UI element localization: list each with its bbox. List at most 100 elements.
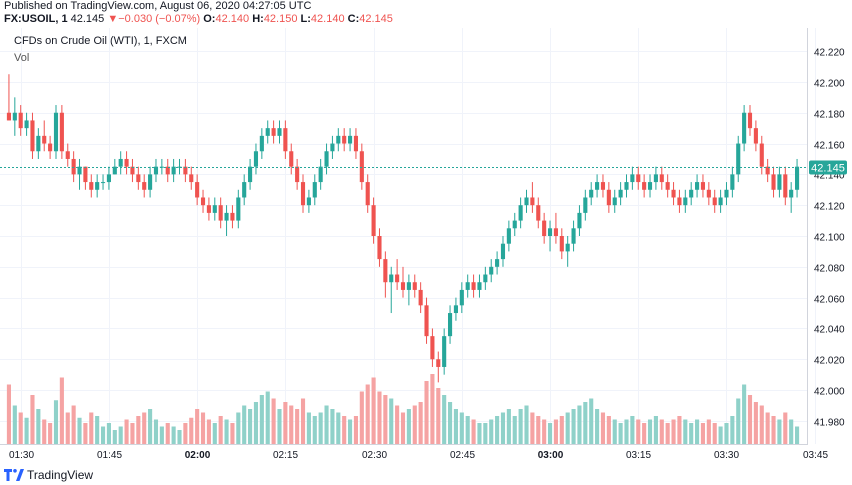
volume-bar bbox=[12, 405, 17, 444]
candle-body bbox=[336, 135, 341, 144]
volume-bar bbox=[477, 423, 482, 444]
volume-bar bbox=[342, 416, 347, 444]
candle-body bbox=[277, 128, 282, 136]
candle-body bbox=[671, 189, 676, 198]
volume-bar bbox=[230, 423, 235, 444]
candle-body bbox=[453, 305, 458, 314]
volume-bar bbox=[530, 412, 535, 444]
volume-bar bbox=[89, 412, 94, 444]
time-axis[interactable]: 01:30 01:45 02:00 02:15 02:30 02:45 03:00 03:15… bbox=[9, 450, 852, 461]
volume-bar bbox=[383, 395, 388, 444]
footer-brand[interactable]: TradingView bbox=[4, 468, 93, 482]
volume-bar bbox=[324, 405, 329, 444]
volume-bar bbox=[24, 417, 29, 444]
volume-bar bbox=[783, 412, 788, 444]
volume-bar bbox=[377, 391, 382, 444]
volume-bar bbox=[206, 419, 211, 444]
candle-body bbox=[153, 166, 159, 175]
candle-body bbox=[130, 166, 135, 175]
candle-body bbox=[253, 151, 259, 167]
volume-bar bbox=[642, 423, 647, 444]
volume-bar bbox=[248, 409, 253, 444]
candle-body bbox=[48, 143, 53, 152]
candle-body bbox=[436, 359, 441, 367]
volume-bar bbox=[436, 388, 441, 444]
candle-body bbox=[695, 182, 700, 190]
volume-bar bbox=[700, 423, 706, 444]
volume-bar bbox=[289, 405, 294, 444]
symbol-label[interactable]: FX:USOIL, 1 bbox=[4, 13, 68, 25]
candle-body bbox=[148, 174, 153, 190]
volume-bar bbox=[348, 419, 353, 444]
volume-bar bbox=[353, 416, 359, 444]
time-tick-label: 02:45 bbox=[450, 450, 475, 461]
volume-bar bbox=[265, 391, 270, 444]
candle-body bbox=[547, 228, 553, 236]
candle-body bbox=[289, 151, 294, 167]
candle-body bbox=[42, 135, 47, 144]
price-tick-label: 42.080 bbox=[814, 264, 845, 275]
open-value: 42.140 bbox=[215, 13, 250, 25]
candle-body bbox=[447, 313, 453, 337]
time-tick-label: 03:30 bbox=[714, 450, 739, 461]
candle-body bbox=[777, 174, 782, 190]
volume-bar bbox=[130, 423, 135, 444]
candle-body bbox=[577, 212, 582, 229]
volume-bar bbox=[571, 409, 576, 444]
volume-bar bbox=[795, 426, 800, 444]
candle-body bbox=[542, 220, 547, 236]
volume-bar bbox=[53, 400, 59, 444]
candle-body bbox=[759, 143, 764, 167]
price-tick-label: 42.000 bbox=[814, 387, 845, 398]
candle-body bbox=[689, 189, 694, 198]
candle-body bbox=[112, 166, 117, 175]
volume-bar bbox=[171, 426, 176, 444]
volume-bar bbox=[695, 419, 700, 444]
volume-bar bbox=[489, 419, 494, 444]
down-arrow-icon: ▼ bbox=[107, 13, 119, 25]
last-price-tag: 42.145 bbox=[809, 160, 847, 175]
volume-bar bbox=[124, 419, 129, 444]
volume-bar bbox=[512, 416, 517, 444]
volume-bar bbox=[100, 426, 106, 444]
volume-bar bbox=[6, 384, 11, 444]
price-tick-label: 42.180 bbox=[814, 110, 845, 121]
volume-bar bbox=[36, 409, 41, 444]
time-tick-label: 02:15 bbox=[273, 450, 298, 461]
volume-bar bbox=[59, 377, 64, 444]
candle-body bbox=[206, 205, 211, 213]
candle-body bbox=[200, 197, 206, 206]
last-price-tag-bg bbox=[809, 160, 847, 175]
volume-bar bbox=[536, 416, 541, 444]
candle-body bbox=[142, 182, 147, 190]
candle-body bbox=[489, 266, 494, 275]
candle-body bbox=[36, 135, 41, 152]
candle-body bbox=[365, 182, 370, 206]
candle-body bbox=[136, 174, 141, 183]
candle-body bbox=[218, 205, 223, 221]
volume-bar bbox=[306, 412, 311, 444]
volume-bar bbox=[624, 419, 629, 444]
volume-bar bbox=[312, 416, 317, 444]
candle-body bbox=[236, 197, 241, 221]
candle-body bbox=[589, 189, 594, 198]
price-axis[interactable]: 42.220 42.200 42.180 42.160 42.140 42.120 42.1… bbox=[814, 48, 845, 429]
volume-bar bbox=[430, 374, 435, 444]
candle-body bbox=[612, 197, 617, 206]
volume-bar bbox=[195, 409, 200, 444]
volume-bar bbox=[677, 416, 682, 444]
price-tick-label: 42.200 bbox=[814, 79, 845, 90]
volume-bar bbox=[524, 405, 529, 444]
candle-body bbox=[483, 274, 488, 283]
volume-bar bbox=[212, 423, 217, 444]
candle-body bbox=[230, 212, 235, 221]
candle-body bbox=[753, 128, 758, 144]
volume-bar bbox=[424, 381, 429, 444]
volume-bar bbox=[730, 416, 735, 444]
candle-body bbox=[606, 189, 611, 206]
volume-bar bbox=[18, 412, 23, 444]
volume-bar bbox=[671, 419, 676, 444]
volume-bar bbox=[612, 419, 617, 444]
candle-body bbox=[353, 135, 359, 152]
